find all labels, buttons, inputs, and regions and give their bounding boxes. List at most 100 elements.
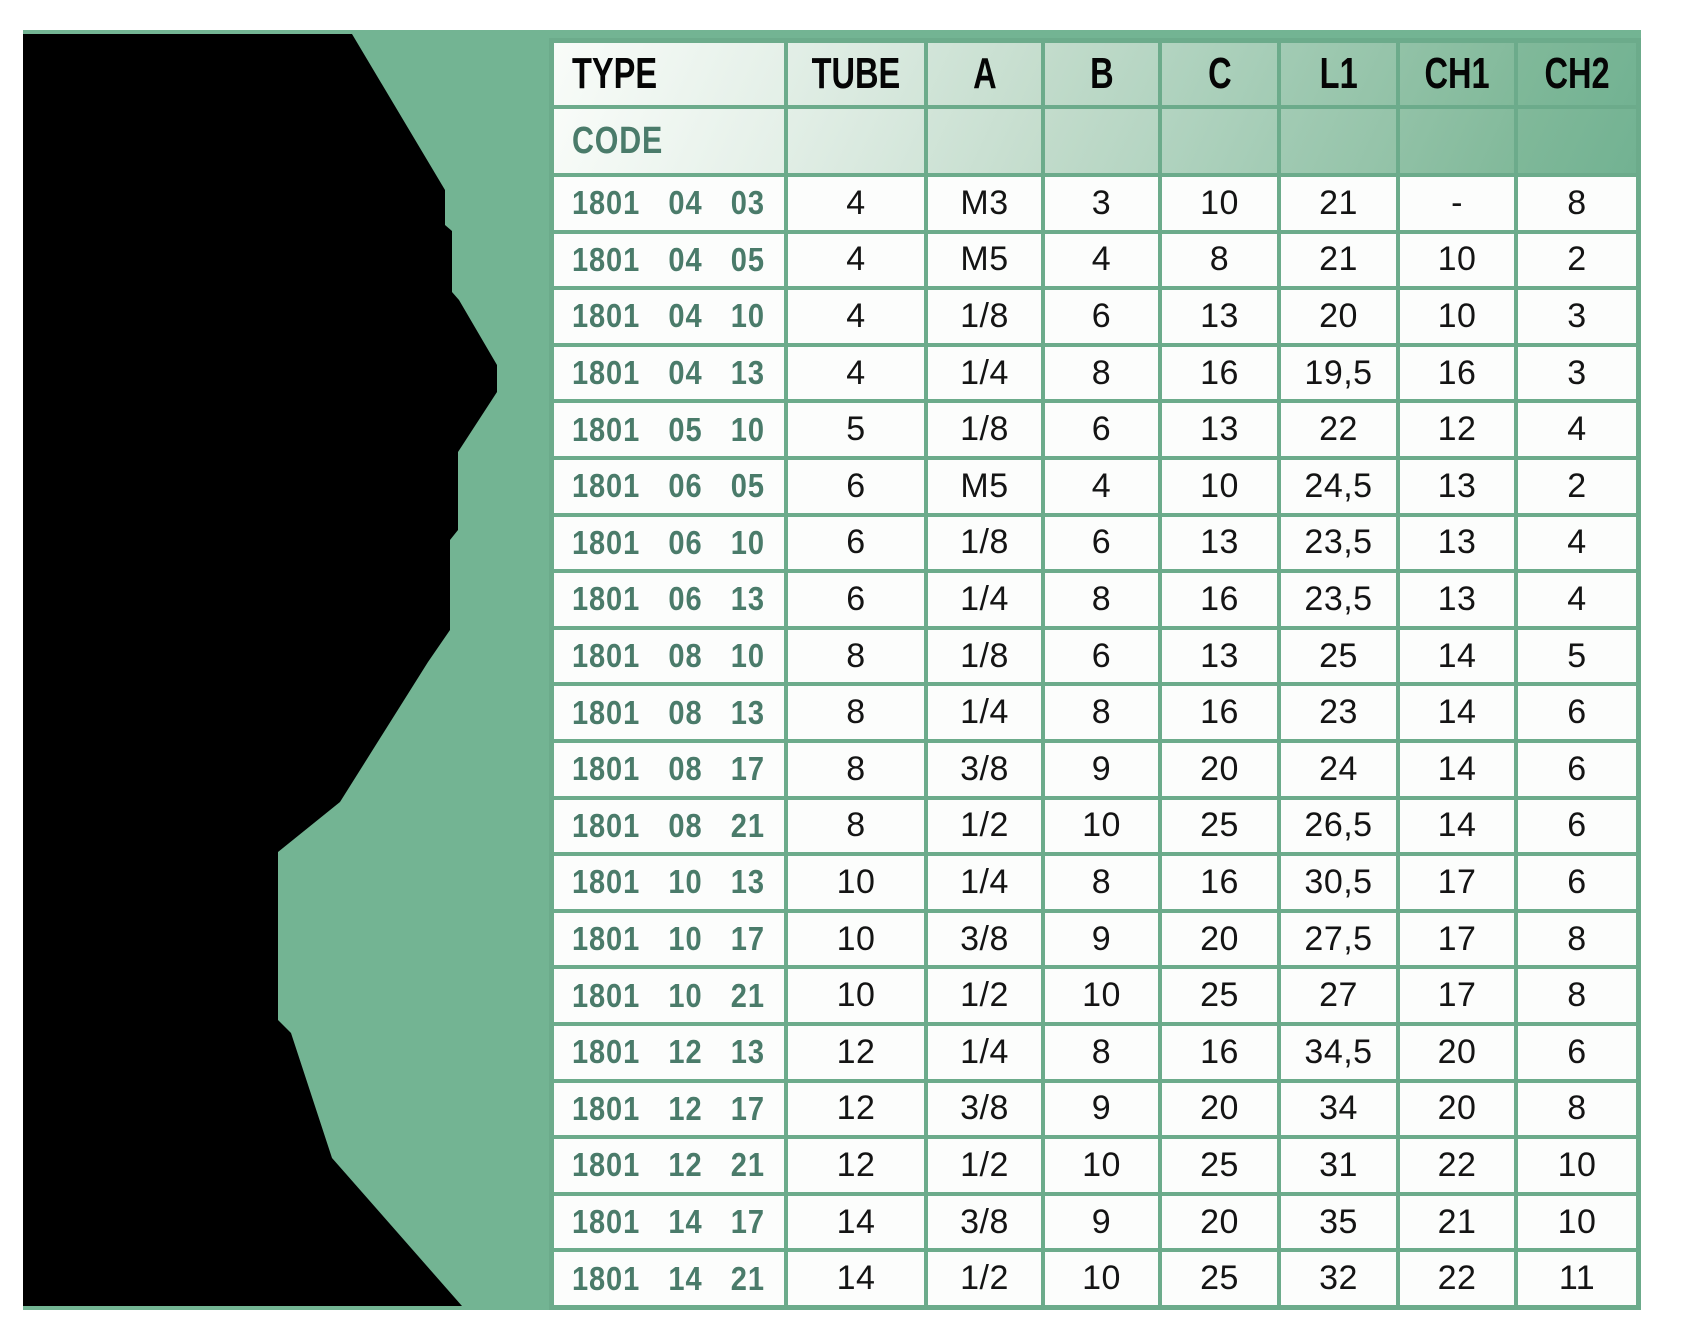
- dimension-value: 12: [836, 1089, 876, 1128]
- dimension-value: 16: [1200, 693, 1239, 732]
- dimension-value: 16: [1437, 353, 1477, 392]
- table-cell-l1: 32: [1281, 1252, 1396, 1305]
- table-cell-b: 8: [1045, 573, 1158, 626]
- dimension-value: 1/8: [960, 296, 1009, 335]
- table-cell-a: 1/4: [928, 573, 1041, 626]
- column-header-b: B: [1045, 43, 1158, 105]
- dimension-value: 1/4: [960, 579, 1009, 618]
- table-cell-b: 4: [1045, 233, 1158, 287]
- table-cell-ch1: 17: [1400, 912, 1514, 966]
- code-row-empty-cell: [928, 109, 1041, 173]
- dimension-value: 4: [846, 183, 866, 222]
- dimension-value: 6: [1567, 862, 1587, 901]
- column-header-a: A: [928, 43, 1041, 105]
- code-row-empty-cell: [1045, 109, 1158, 173]
- product-code: 1801 12 21: [572, 1146, 765, 1184]
- dimension-value: 4: [1567, 579, 1587, 618]
- table-cell-l1: 23: [1281, 686, 1396, 739]
- table-cell-tube: 4: [788, 177, 924, 230]
- table-cell-c: 16: [1162, 1025, 1277, 1079]
- table-cell-l1: 21: [1281, 233, 1396, 287]
- table-cell-l1: 34,5: [1281, 1025, 1396, 1079]
- dimension-value: 8: [846, 693, 866, 732]
- table-cell-c: 16: [1162, 346, 1277, 400]
- table-cell-b: 9: [1045, 912, 1158, 966]
- dimension-value: 3: [1091, 183, 1112, 222]
- dimension-value: 4: [1567, 410, 1587, 449]
- table-cell-l1: 25: [1281, 629, 1396, 683]
- table-cell-c: 25: [1162, 1139, 1277, 1192]
- table-cell-tube: 8: [788, 686, 924, 739]
- dimension-value: 20: [1200, 749, 1239, 788]
- table-cell-ch2: 5: [1518, 629, 1636, 683]
- product-code: 1801 10 13: [572, 863, 765, 901]
- product-code: 1801 05 10: [572, 410, 765, 448]
- dimension-value: 9: [1091, 1202, 1112, 1241]
- dimension-value: 23: [1319, 693, 1358, 732]
- table-cell-tube: 4: [788, 346, 924, 400]
- dimension-value: 5: [1567, 636, 1587, 675]
- code-row-label-cell: CODE: [554, 109, 784, 173]
- dimension-value: 3/8: [960, 1089, 1009, 1128]
- product-code: 1801 08 13: [572, 693, 765, 731]
- table-cell-a: 3/8: [928, 912, 1041, 966]
- dimension-value: 35: [1319, 1202, 1358, 1241]
- dimension-value: 16: [1200, 353, 1239, 392]
- table-cell-c: 20: [1162, 1195, 1277, 1249]
- dimension-value: 13: [1437, 466, 1477, 505]
- table-cell-ch2: 6: [1518, 686, 1636, 739]
- table-cell-ch2: 6: [1518, 1025, 1636, 1079]
- dimension-value: 6: [846, 579, 866, 618]
- dimension-value: 27: [1319, 976, 1358, 1015]
- dimension-value: 1/4: [960, 353, 1009, 392]
- table-cell-ch2: 6: [1518, 799, 1636, 853]
- table-cell-ch1: 13: [1400, 459, 1514, 513]
- table-cell-ch2: 10: [1518, 1195, 1636, 1249]
- column-header-label: CH1: [1424, 49, 1490, 98]
- table-cell-ch1: 10: [1400, 290, 1514, 343]
- dimension-value: 10: [1557, 1202, 1597, 1241]
- dimension-value: 10: [1082, 1145, 1121, 1184]
- table-cell-ch1: 14: [1400, 686, 1514, 739]
- dimension-value: 13: [1200, 636, 1239, 675]
- dimension-value: 8: [1209, 240, 1230, 279]
- table-cell-b: 10: [1045, 1139, 1158, 1192]
- table-cell-b: 4: [1045, 459, 1158, 513]
- dimension-value: 6: [846, 466, 866, 505]
- table-cell-a: M3: [928, 177, 1041, 230]
- table-cell-tube: 8: [788, 742, 924, 796]
- dimension-value: 25: [1200, 1259, 1239, 1298]
- product-code: 1801 10 21: [572, 976, 765, 1014]
- table-cell-l1: 34: [1281, 1082, 1396, 1136]
- dimension-value: 1/4: [960, 862, 1009, 901]
- dimension-value: 6: [1567, 1032, 1587, 1071]
- table-cell-ch2: 11: [1518, 1252, 1636, 1305]
- product-code: 1801 10 17: [572, 920, 765, 958]
- dimension-value: 23,5: [1304, 579, 1373, 618]
- table-cell-ch1: 17: [1400, 856, 1514, 909]
- table-cell-ch1: 13: [1400, 516, 1514, 570]
- product-code: 1801 12 13: [572, 1033, 765, 1071]
- table-cell-c: 16: [1162, 686, 1277, 739]
- product-code: 1801 08 21: [572, 806, 765, 844]
- dimension-value: M5: [960, 466, 1009, 505]
- dimension-value: 10: [1200, 466, 1239, 505]
- table-cell-tube: 4: [788, 233, 924, 287]
- dimension-table: TYPE TUBE A B C L1 CH1 CH2 CODE 1801 04 …: [549, 38, 1641, 1310]
- table-cell-tube: 12: [788, 1082, 924, 1136]
- table-cell-tube: 14: [788, 1195, 924, 1249]
- table-cell-tube: 6: [788, 573, 924, 626]
- product-code: 1801 14 21: [572, 1259, 765, 1297]
- table-cell-l1: 26,5: [1281, 799, 1396, 853]
- dimension-value: 2: [1567, 240, 1587, 279]
- table-cell-ch2: 8: [1518, 1082, 1636, 1136]
- dimension-value: 6: [1091, 296, 1112, 335]
- table-cell-b: 6: [1045, 290, 1158, 343]
- table-cell-a: 1/2: [928, 1139, 1041, 1192]
- table-cell-tube: 6: [788, 516, 924, 570]
- dimension-value: 3/8: [960, 919, 1009, 958]
- dimension-value: 14: [836, 1202, 876, 1241]
- table-cell-c: 16: [1162, 856, 1277, 909]
- dimension-value: 1/2: [960, 1259, 1009, 1298]
- table-row-code-cell: 1801 04 05: [554, 233, 784, 287]
